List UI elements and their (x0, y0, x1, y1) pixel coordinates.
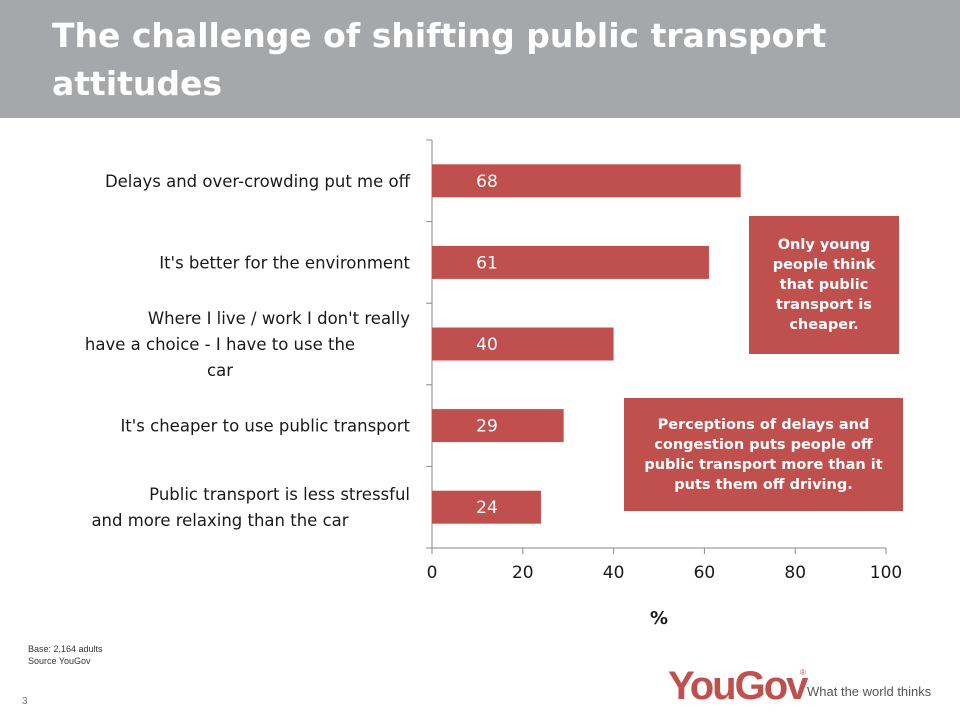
page-number: 3 (22, 696, 28, 707)
category-label: Where I live / work I don't really have a… (85, 309, 410, 380)
logo-wordmark: YouGov (668, 664, 808, 708)
callout-young-people: Only young people think that public tran… (749, 216, 899, 354)
category-label: It's cheaper to use public transport (120, 417, 410, 436)
category-label-line: Public transport is less stressful (149, 485, 410, 504)
logo-registered-mark: ® (800, 668, 806, 677)
bar-1 (432, 164, 741, 198)
page-title: The challenge of shifting public transpo… (52, 16, 827, 103)
source-note: Source YouGov (28, 656, 91, 666)
category-label-line: Delays and over-crowding put me off (105, 172, 411, 191)
bar-value-label: 68 (476, 172, 498, 192)
category-label: Delays and over-crowding put me off (105, 172, 411, 191)
x-tick-label: 0 (427, 563, 438, 583)
base-note: Base: 2,164 adults (28, 644, 103, 654)
bar-2 (432, 245, 709, 279)
category-label-line: car (207, 361, 233, 380)
bar-value-label: 24 (476, 498, 498, 518)
x-tick-label: 80 (784, 563, 806, 583)
bar-value-label: 61 (476, 253, 498, 273)
category-label-line: Where I live / work I don't really (148, 309, 410, 328)
x-tick-label: 100 (870, 563, 902, 583)
category-label-line: It's better for the environment (159, 253, 410, 272)
callout-perceptions: Perceptions of delays and congestion put… (624, 398, 903, 511)
category-label-line: have a choice - I have to use the (85, 335, 355, 354)
x-tick-label: 60 (694, 563, 716, 583)
bar-value-label: 40 (476, 335, 498, 355)
bar-value-label: 29 (476, 417, 498, 437)
logo-tagline: What the world thinks (807, 684, 932, 699)
category-label-line: It's cheaper to use public transport (120, 417, 410, 436)
bar-chart: 0 20 40 60 80 100% 68 Delays and over-crowding … (85, 139, 902, 629)
callout-perceptions-text: Perceptions of delays and congestion put… (644, 416, 883, 493)
x-axis-title: % (650, 608, 668, 629)
x-tick-label: 20 (512, 563, 534, 583)
category-label-line: and more relaxing than the car (91, 511, 348, 530)
bar-3 (432, 327, 614, 361)
category-label: Public transport is less stressful and mo… (91, 485, 410, 530)
title-bar: The challenge of shifting public transpo… (0, 0, 960, 118)
x-tick-label: 40 (603, 563, 625, 583)
category-label: It's better for the environment (159, 253, 410, 272)
bar-4 (432, 409, 564, 443)
yougov-logo: YouGov ® What the world thinks (668, 664, 938, 708)
bar-5 (432, 490, 541, 524)
callout-young-people-text: Only young people think that public tran… (772, 237, 876, 333)
